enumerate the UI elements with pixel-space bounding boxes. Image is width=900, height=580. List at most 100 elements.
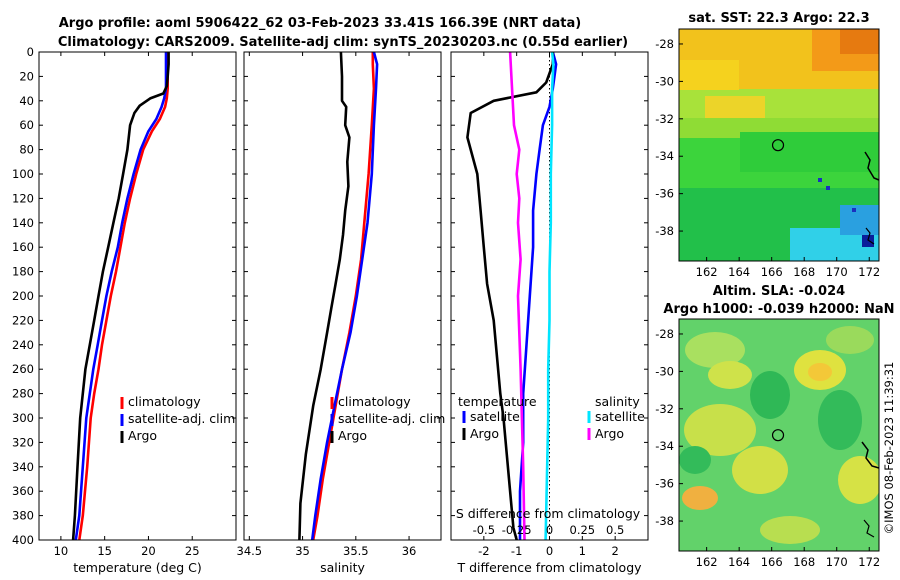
- sla-coastline: [861, 441, 880, 469]
- y-tick-label: 60: [19, 118, 34, 132]
- map-x-tick-label: 166: [761, 265, 783, 279]
- y-tick-label: 180: [12, 265, 34, 279]
- map-x-tick-label: 162: [696, 265, 718, 279]
- map-y-tick-label: -38: [655, 514, 674, 528]
- difference-top-xticks: -0.5 -0.25 0 0.25 0.5: [473, 523, 625, 537]
- sla-map-field: [679, 319, 879, 551]
- map-x-tick-label: 166: [761, 555, 783, 569]
- map-x-tick-label: 164: [728, 555, 750, 569]
- x-tick-label: 36: [402, 544, 417, 558]
- x-tick-label: 35.5: [343, 544, 369, 558]
- map-x-tick-label: 162: [696, 555, 718, 569]
- map-y-tick-label: -38: [655, 224, 674, 238]
- y-tick-label: 100: [12, 167, 34, 181]
- sst-patch-navy: [862, 235, 874, 247]
- sst-patch-yellow-2: [705, 96, 765, 118]
- legend-label-t-satellite: satellite: [470, 409, 520, 424]
- sst-coastline: [865, 227, 875, 245]
- y-tick-label: 400: [12, 533, 34, 547]
- y-tick-label: 0: [27, 45, 34, 59]
- temperature-legend: climatology satellite-adj. clim Argo: [120, 394, 235, 443]
- temperature-panel: 0 20 40 60 80 100 120 140 160 180 200 220 240 260 280 3…: [12, 45, 237, 575]
- sst-argo-position-marker: [771, 139, 785, 152]
- map-y-tick-label: -36: [655, 477, 674, 491]
- sst-map-frame: [678, 28, 880, 262]
- map-x-tick-label: 164: [728, 265, 750, 279]
- x-tick-label: -2: [478, 544, 489, 558]
- map-y-tick-label: -28: [655, 37, 674, 51]
- argo-line: [298, 51, 351, 541]
- map-y-tick-label: -34: [655, 439, 674, 453]
- sla-argo-position-marker: [771, 429, 785, 442]
- sla-map-subtitle: Argo h1000: -0.039 h2000: NaN: [663, 302, 894, 317]
- top-x-tick-label: -0.5: [473, 523, 495, 537]
- sla-map-frame: [678, 318, 880, 552]
- sst-pixel-blue: [818, 178, 822, 182]
- legend-header-salinity: salinity: [595, 394, 640, 409]
- sla-blob-darkgreen: [679, 446, 711, 474]
- x-tick-label: 34.5: [237, 544, 263, 558]
- plot-area: [244, 52, 441, 540]
- salinity-legend: climatology satellite-adj. clim Argo: [330, 394, 445, 443]
- sst-coastline: [864, 151, 880, 181]
- map-x-tick-label: 172: [858, 265, 880, 279]
- sla-blob-orange: [808, 363, 832, 381]
- sla-blob-darkgreen: [750, 371, 790, 419]
- y-tick-label: 380: [12, 509, 34, 523]
- legend-label-t-argo: Argo: [470, 426, 499, 441]
- x-axis-label: T difference from climatology: [456, 560, 642, 575]
- map-x-tick-label: 170: [826, 555, 848, 569]
- legend-label-argo: Argo: [128, 428, 157, 443]
- x-tick-label: 15: [97, 544, 112, 558]
- sst-pixel-blue: [852, 208, 856, 212]
- map-y-tick-label: -30: [655, 74, 674, 88]
- legend-label-satellite-adj: satellite-adj. clim: [338, 411, 445, 426]
- map-x-tick-label: 168: [793, 555, 815, 569]
- sla-blob-yellowgreen: [685, 332, 745, 368]
- difference-legend: temperature salinity satellite Argo sate…: [458, 394, 645, 441]
- x-tick-label: 0: [546, 544, 553, 558]
- y-tick-label: 160: [12, 240, 34, 254]
- y-tick-label: 80: [19, 143, 34, 157]
- sla-blob-yellow: [732, 446, 788, 494]
- y-tick-label: 220: [12, 313, 34, 327]
- salinity-panel: 34.5 35 35.5 36 salinity: [237, 51, 442, 575]
- y-tick-label: 340: [12, 460, 34, 474]
- y-tick-label: 360: [12, 484, 34, 498]
- timestamp: ©IMOS 08-Feb-2023 11:39:31: [882, 362, 896, 535]
- sst-patch-deep-orange: [840, 29, 879, 54]
- sst-patch-blue: [840, 205, 879, 235]
- sst-map-ticks: 162 164 166 168 170 172 -28 -30 -32 -34 -36 -38: [655, 37, 880, 279]
- map-y-tick-label: -32: [655, 402, 674, 416]
- argo-line: [71, 52, 170, 541]
- x-tick-label: 20: [141, 544, 156, 558]
- y-tick-label: 140: [12, 216, 34, 230]
- sst-patch-yellow: [679, 60, 739, 90]
- top-x-tick-label: 0: [546, 523, 553, 537]
- sla-blob-darkgreen: [818, 390, 862, 450]
- legend-label-s-argo: Argo: [595, 426, 624, 441]
- y-tick-label: 20: [19, 69, 34, 83]
- plot-frame: [243, 51, 442, 541]
- legend-label-climatology: climatology: [338, 394, 411, 409]
- plot-area: [39, 52, 236, 540]
- x-tick-label: -1: [511, 544, 522, 558]
- y-tick-label: 200: [12, 289, 34, 303]
- sla-blob-yellow: [684, 404, 756, 456]
- y-tick-label: 260: [12, 362, 34, 376]
- y-tick-label: 300: [12, 411, 34, 425]
- sla-blob-yellowgreen: [826, 326, 874, 354]
- map-y-tick-label: -32: [655, 112, 674, 126]
- sst-map-title: sat. SST: 22.3 Argo: 22.3: [688, 11, 869, 26]
- legend-label-satellite-adj: satellite-adj. clim: [128, 411, 235, 426]
- x-tick-label: 35: [295, 544, 310, 558]
- map-x-tick-label: 168: [793, 265, 815, 279]
- sst-map-field: [679, 29, 879, 261]
- sst-pixel-blue: [826, 186, 830, 190]
- map-y-tick-label: -30: [655, 364, 674, 378]
- legend-label-s-satellite: satellite: [595, 409, 645, 424]
- map-x-tick-label: 170: [826, 265, 848, 279]
- sla-blob-yellowgreen: [760, 516, 820, 544]
- legend-label-argo: Argo: [338, 428, 367, 443]
